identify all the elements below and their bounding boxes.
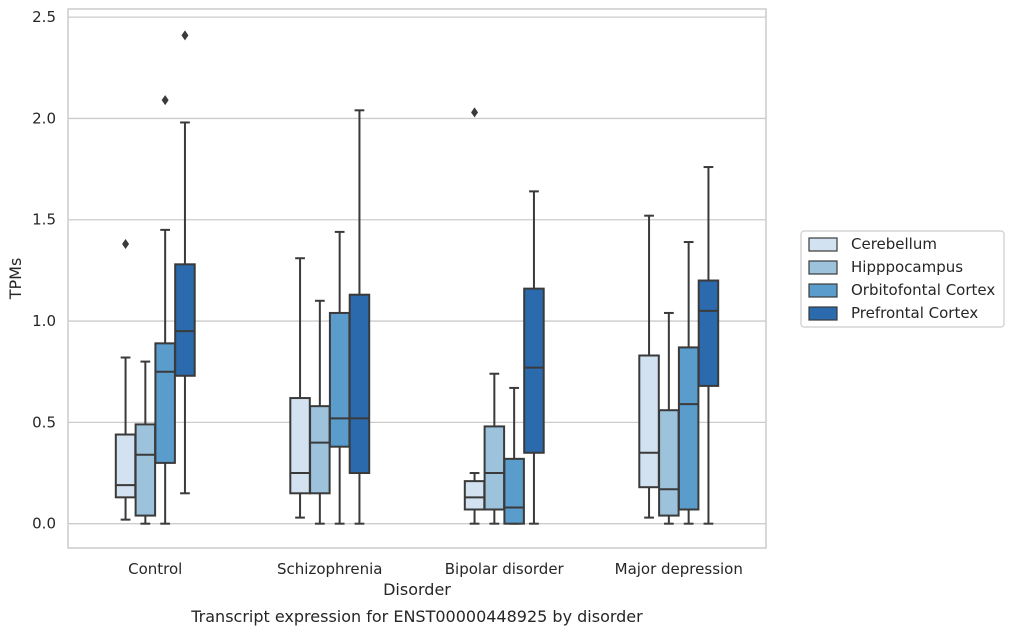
box-body: [503, 457, 525, 525]
box-layer: [114, 30, 720, 525]
box-body: [697, 279, 720, 387]
box-body: [154, 342, 176, 464]
legend-swatch: [808, 237, 838, 252]
box-body: [289, 397, 311, 495]
box-body: [658, 409, 680, 517]
box-body: [134, 423, 157, 517]
legend-label: Orbitofontal Cortex: [851, 281, 995, 299]
x-tick-label: Schizophrenia: [277, 560, 382, 578]
outlier-point: [181, 30, 189, 41]
legend-label: Cerebellum: [851, 235, 937, 253]
y-tick-label: 1.0: [32, 312, 56, 330]
chart-caption: Transcript expression for ENST0000044892…: [190, 607, 643, 626]
outlier-point: [471, 107, 479, 118]
legend-swatch: [808, 260, 838, 275]
legend-label: Prefrontal Cortex: [851, 304, 978, 322]
box-cerebellum: [289, 257, 311, 519]
y-axis: 0.0 0.5 1.0 1.5 2.0 2.5: [32, 8, 56, 533]
outlier-point: [161, 95, 169, 106]
legend-swatch: [808, 306, 838, 321]
box-body: [114, 433, 137, 499]
box-body: [638, 354, 660, 489]
x-tick-label: Major depression: [615, 560, 743, 578]
x-tick-label: Control: [128, 560, 182, 578]
box-prefrontal-cortex: [348, 109, 371, 525]
box-cerebellum: [463, 107, 486, 525]
y-axis-label: TPMs: [6, 258, 25, 301]
x-axis-label: Disorder: [383, 580, 451, 599]
x-tick-label: Bipolar disorder: [445, 560, 565, 578]
box-hipppocampus: [483, 372, 506, 525]
box-prefrontal-cortex: [697, 166, 720, 525]
box-body: [174, 263, 196, 377]
plot-area: [67, 8, 767, 549]
y-tick-label: 2.0: [32, 109, 56, 127]
box-cerebellum: [638, 214, 660, 519]
box-orbitofontal-cortex: [328, 230, 351, 525]
box-cerebellum: [114, 239, 137, 521]
outlier-point: [122, 239, 130, 250]
box-orbitofontal-cortex: [503, 386, 525, 525]
box-hipppocampus: [309, 299, 331, 525]
box-body: [677, 346, 700, 511]
box-hipppocampus: [658, 311, 680, 525]
y-tick-label: 2.5: [32, 8, 56, 26]
legend-label: Hipppocampus: [851, 258, 963, 276]
box-body: [309, 405, 331, 495]
box-body: [483, 425, 506, 511]
legend-frame: [800, 230, 1005, 328]
y-tick-label: 0.5: [32, 413, 56, 431]
box-body: [463, 480, 486, 511]
y-tick-label: 0.0: [32, 515, 56, 533]
legend-swatch: [808, 283, 838, 298]
box-body: [348, 293, 371, 475]
x-axis: Control Schizophrenia Bipolar disorder Majo…: [128, 560, 743, 578]
box-hipppocampus: [134, 360, 157, 525]
box-body: [328, 311, 351, 448]
box-prefrontal-cortex: [523, 190, 545, 525]
box-orbitofontal-cortex: [154, 95, 176, 525]
legend: Cerebellum Hipppocampus Orbitofontal Corte…: [800, 230, 1005, 328]
box-body: [523, 287, 545, 454]
box-orbitofontal-cortex: [677, 241, 700, 525]
box-prefrontal-cortex: [174, 30, 196, 495]
y-tick-label: 1.5: [32, 211, 56, 229]
